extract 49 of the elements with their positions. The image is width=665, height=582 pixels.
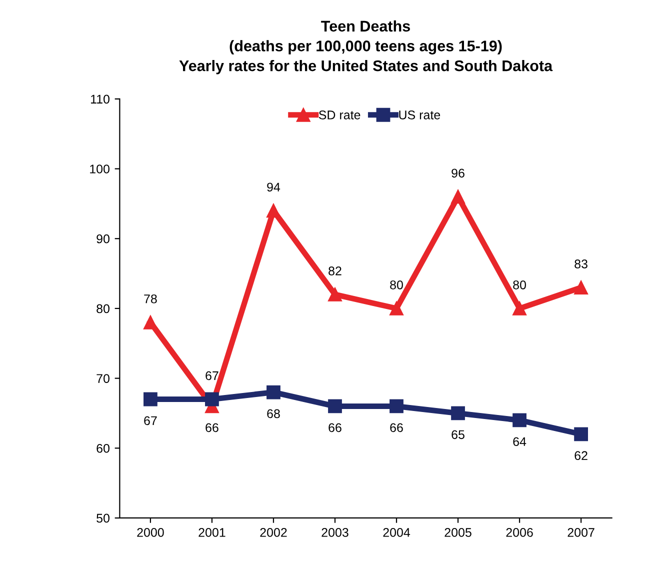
data-label: 66 bbox=[206, 423, 218, 432]
point bbox=[266, 204, 280, 218]
x-tick-label: 2004 bbox=[383, 528, 410, 537]
data-label: 78 bbox=[144, 294, 157, 304]
y-tick-label: 80 bbox=[96, 304, 110, 314]
point bbox=[144, 315, 158, 330]
x-tick-label: 2001 bbox=[198, 528, 226, 537]
x-tick-label: 2002 bbox=[260, 528, 287, 537]
legend-label: SD rate bbox=[318, 110, 360, 120]
point bbox=[512, 302, 526, 316]
x-tick-label: 2000 bbox=[137, 528, 164, 537]
point bbox=[328, 288, 342, 302]
x-tick-label: 2007 bbox=[568, 528, 594, 537]
data-label: 67 bbox=[206, 371, 218, 380]
data-label: 82 bbox=[328, 266, 342, 276]
data-label: 80 bbox=[513, 280, 526, 290]
data-label: 65 bbox=[452, 430, 464, 440]
y-tick-label: 90 bbox=[96, 234, 110, 244]
data-label: 80 bbox=[390, 280, 403, 290]
y-tick-label: 50 bbox=[96, 514, 110, 523]
data-label: 64 bbox=[513, 437, 526, 446]
y-tick-label: 110 bbox=[91, 94, 110, 104]
point bbox=[390, 399, 404, 414]
point bbox=[390, 302, 404, 316]
x-tick-label: 2003 bbox=[322, 528, 348, 537]
point bbox=[328, 399, 342, 414]
chart-title: Teen Deaths (deaths per 100,000 teens ages 15-19) Yearly rates for the United States and South Dakota bbox=[179, 20, 553, 74]
data-label: 66 bbox=[328, 423, 342, 432]
x-tick-label: 2006 bbox=[506, 528, 533, 537]
point bbox=[512, 413, 526, 428]
point bbox=[451, 406, 465, 420]
point bbox=[574, 280, 588, 294]
x-tick-label: 2005 bbox=[444, 528, 472, 537]
point bbox=[266, 385, 280, 400]
legend-label: US rate bbox=[399, 110, 440, 120]
data-label: 83 bbox=[574, 260, 588, 268]
data-label: 66 bbox=[390, 423, 403, 432]
y-tick-label: 70 bbox=[96, 374, 110, 383]
point bbox=[574, 427, 588, 442]
data-label: 96 bbox=[452, 168, 464, 178]
point bbox=[451, 190, 465, 204]
y-tick-label: 100 bbox=[90, 164, 110, 174]
data-label: 68 bbox=[267, 409, 280, 418]
point bbox=[144, 392, 158, 406]
data-label: 62 bbox=[574, 451, 588, 460]
data-label: 67 bbox=[144, 416, 157, 426]
point bbox=[205, 392, 219, 406]
data-label: 94 bbox=[267, 182, 280, 192]
y-tick-label: 60 bbox=[96, 444, 110, 453]
